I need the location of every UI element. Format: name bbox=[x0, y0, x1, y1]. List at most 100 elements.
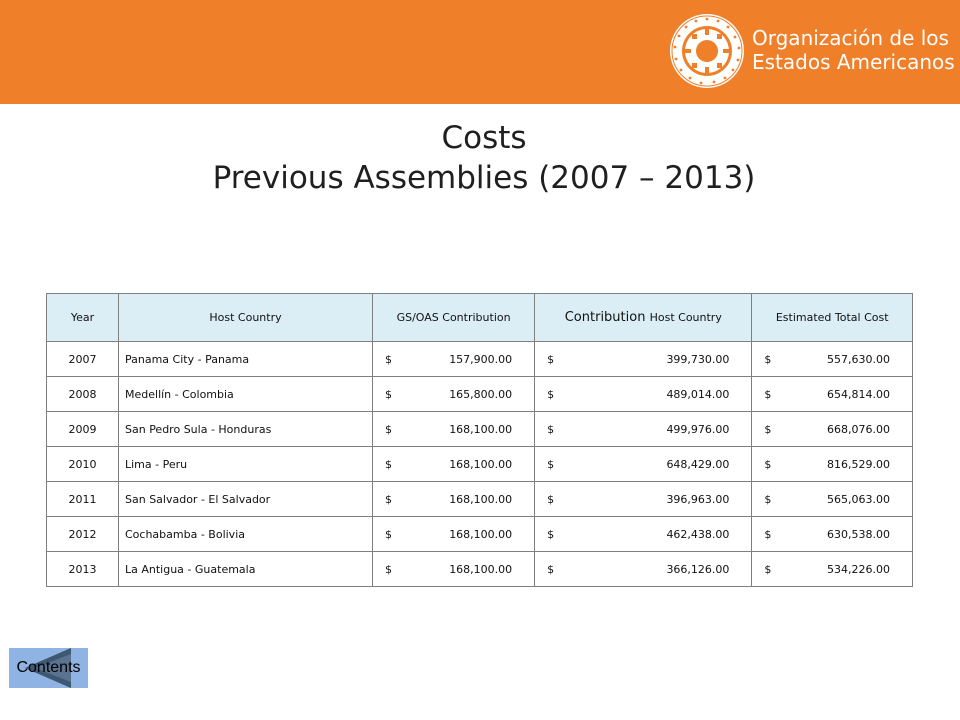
currency-symbol: $ bbox=[385, 562, 392, 576]
contents-label: Contents bbox=[16, 659, 81, 676]
currency-symbol: $ bbox=[764, 527, 772, 541]
org-name: Organización de los Estados Americanos bbox=[752, 26, 955, 74]
cell-host-country: San Salvador - El Salvador bbox=[118, 481, 373, 517]
table-row: 2010 Lima - Peru $168,100.00 $648,429.00 $81… bbox=[46, 446, 913, 482]
cell-contribution-host: $462,438.00 bbox=[534, 516, 753, 552]
amount: 366,126.00 bbox=[666, 562, 730, 576]
col-header-year: Year bbox=[46, 293, 119, 342]
cell-estimated-total: $654,814.00 bbox=[751, 376, 913, 412]
cell-year: 2010 bbox=[46, 446, 119, 482]
amount: 668,076.00 bbox=[827, 422, 890, 436]
cell-estimated-total: $534,226.00 bbox=[751, 551, 913, 587]
title-line2: Previous Assemblies (2007 – 2013) bbox=[212, 160, 756, 196]
currency-symbol: $ bbox=[385, 492, 392, 506]
cell-contribution-host: $499,976.00 bbox=[534, 411, 753, 447]
col-header-host-country: Host Country bbox=[118, 293, 373, 342]
currency-symbol: $ bbox=[547, 492, 555, 506]
table-row: 2008 Medellín - Colombia $165,800.00 $489,0… bbox=[46, 376, 913, 412]
cell-contribution-host: $489,014.00 bbox=[534, 376, 753, 412]
amount: 168,100.00 bbox=[449, 457, 513, 471]
currency-symbol: $ bbox=[764, 562, 772, 576]
col-header-contribution-host: Contribution Host Country bbox=[534, 293, 753, 342]
currency-symbol: $ bbox=[547, 457, 555, 471]
cell-contribution-host: $648,429.00 bbox=[534, 446, 753, 482]
cell-year: 2012 bbox=[46, 516, 119, 552]
col-header-contribution-main: Contribution bbox=[564, 309, 646, 325]
amount: 396,963.00 bbox=[666, 492, 730, 506]
cell-gs-oas: $168,100.00 bbox=[371, 516, 536, 552]
amount: 654,814.00 bbox=[827, 387, 890, 401]
cell-gs-oas: $157,900.00 bbox=[371, 341, 536, 377]
table-row: 2012 Cochabamba - Bolivia $168,100.00 $462,… bbox=[46, 516, 913, 552]
col-header-estimated-total: Estimated Total Cost bbox=[751, 293, 913, 342]
amount: 557,630.00 bbox=[827, 352, 890, 366]
currency-symbol: $ bbox=[385, 387, 392, 401]
currency-symbol: $ bbox=[547, 387, 555, 401]
amount: 168,100.00 bbox=[449, 527, 513, 541]
amount: 399,730.00 bbox=[666, 352, 730, 366]
amount: 168,100.00 bbox=[449, 492, 513, 506]
table-header-row: Year Host Country GS/OAS Contribution Co… bbox=[46, 293, 913, 342]
currency-symbol: $ bbox=[547, 527, 555, 541]
cell-year: 2011 bbox=[46, 481, 119, 517]
currency-symbol: $ bbox=[547, 352, 555, 366]
cell-host-country: Lima - Peru bbox=[118, 446, 373, 482]
cell-year: 2009 bbox=[46, 411, 119, 447]
cell-year: 2007 bbox=[46, 341, 119, 377]
costs-table: Year Host Country GS/OAS Contribution Co… bbox=[46, 293, 913, 587]
amount: 816,529.00 bbox=[827, 457, 890, 471]
cell-year: 2008 bbox=[46, 376, 119, 412]
currency-symbol: $ bbox=[764, 387, 772, 401]
cell-estimated-total: $816,529.00 bbox=[751, 446, 913, 482]
col-header-contribution-small: Host Country bbox=[649, 310, 722, 324]
title-line1: Costs bbox=[441, 120, 527, 156]
cell-gs-oas: $168,100.00 bbox=[371, 446, 536, 482]
amount: 157,900.00 bbox=[449, 352, 513, 366]
col-header-gs-oas: GS/OAS Contribution bbox=[371, 293, 536, 342]
table-row: 2007 Panama City - Panama $157,900.00 $399,… bbox=[46, 341, 913, 377]
table-row: 2013 La Antigua - Guatemala $168,100.00 $36… bbox=[46, 551, 913, 587]
cell-host-country: La Antigua - Guatemala bbox=[118, 551, 373, 587]
amount: 489,014.00 bbox=[666, 387, 730, 401]
cell-estimated-total: $557,630.00 bbox=[751, 341, 913, 377]
currency-symbol: $ bbox=[764, 492, 772, 506]
currency-symbol: $ bbox=[547, 562, 555, 576]
amount: 168,100.00 bbox=[449, 562, 513, 576]
currency-symbol: $ bbox=[385, 527, 392, 541]
cell-host-country: Cochabamba - Bolivia bbox=[118, 516, 373, 552]
cell-gs-oas: $168,100.00 bbox=[371, 551, 536, 587]
amount: 648,429.00 bbox=[666, 457, 730, 471]
back-arrow-icon bbox=[25, 648, 71, 688]
oas-seal-logo bbox=[670, 14, 744, 88]
cell-contribution-host: $366,126.00 bbox=[534, 551, 753, 587]
amount: 630,538.00 bbox=[827, 527, 890, 541]
cell-contribution-host: $399,730.00 bbox=[534, 341, 753, 377]
amount: 534,226.00 bbox=[827, 562, 890, 576]
amount: 165,800.00 bbox=[449, 387, 513, 401]
currency-symbol: $ bbox=[385, 422, 392, 436]
currency-symbol: $ bbox=[385, 352, 392, 366]
cell-year: 2013 bbox=[46, 551, 119, 587]
cell-host-country: San Pedro Sula - Honduras bbox=[118, 411, 373, 447]
cell-gs-oas: $168,100.00 bbox=[371, 411, 536, 447]
cell-gs-oas: $168,100.00 bbox=[371, 481, 536, 517]
amount: 499,976.00 bbox=[666, 422, 730, 436]
cell-host-country: Panama City - Panama bbox=[118, 341, 373, 377]
currency-symbol: $ bbox=[764, 352, 772, 366]
cell-contribution-host: $396,963.00 bbox=[534, 481, 753, 517]
table-body: 2007 Panama City - Panama $157,900.00 $399,… bbox=[46, 341, 913, 587]
currency-symbol: $ bbox=[547, 422, 555, 436]
contents-button[interactable]: Contents bbox=[9, 648, 88, 688]
amount: 565,063.00 bbox=[827, 492, 890, 506]
currency-symbol: $ bbox=[764, 457, 772, 471]
cell-estimated-total: $668,076.00 bbox=[751, 411, 913, 447]
cell-estimated-total: $565,063.00 bbox=[751, 481, 913, 517]
org-name-line2: Estados Americanos bbox=[752, 50, 955, 74]
amount: 168,100.00 bbox=[449, 422, 513, 436]
table-row: 2009 San Pedro Sula - Honduras $168,100.00… bbox=[46, 411, 913, 447]
slide-title: Costs Previous Assemblies (2007 – 2013) bbox=[0, 118, 960, 198]
table-row: 2011 San Salvador - El Salvador $168,100.0… bbox=[46, 481, 913, 517]
currency-symbol: $ bbox=[764, 422, 772, 436]
header-bar: Organización de los Estados Americanos bbox=[0, 0, 960, 104]
org-name-line1: Organización de los bbox=[752, 26, 949, 50]
